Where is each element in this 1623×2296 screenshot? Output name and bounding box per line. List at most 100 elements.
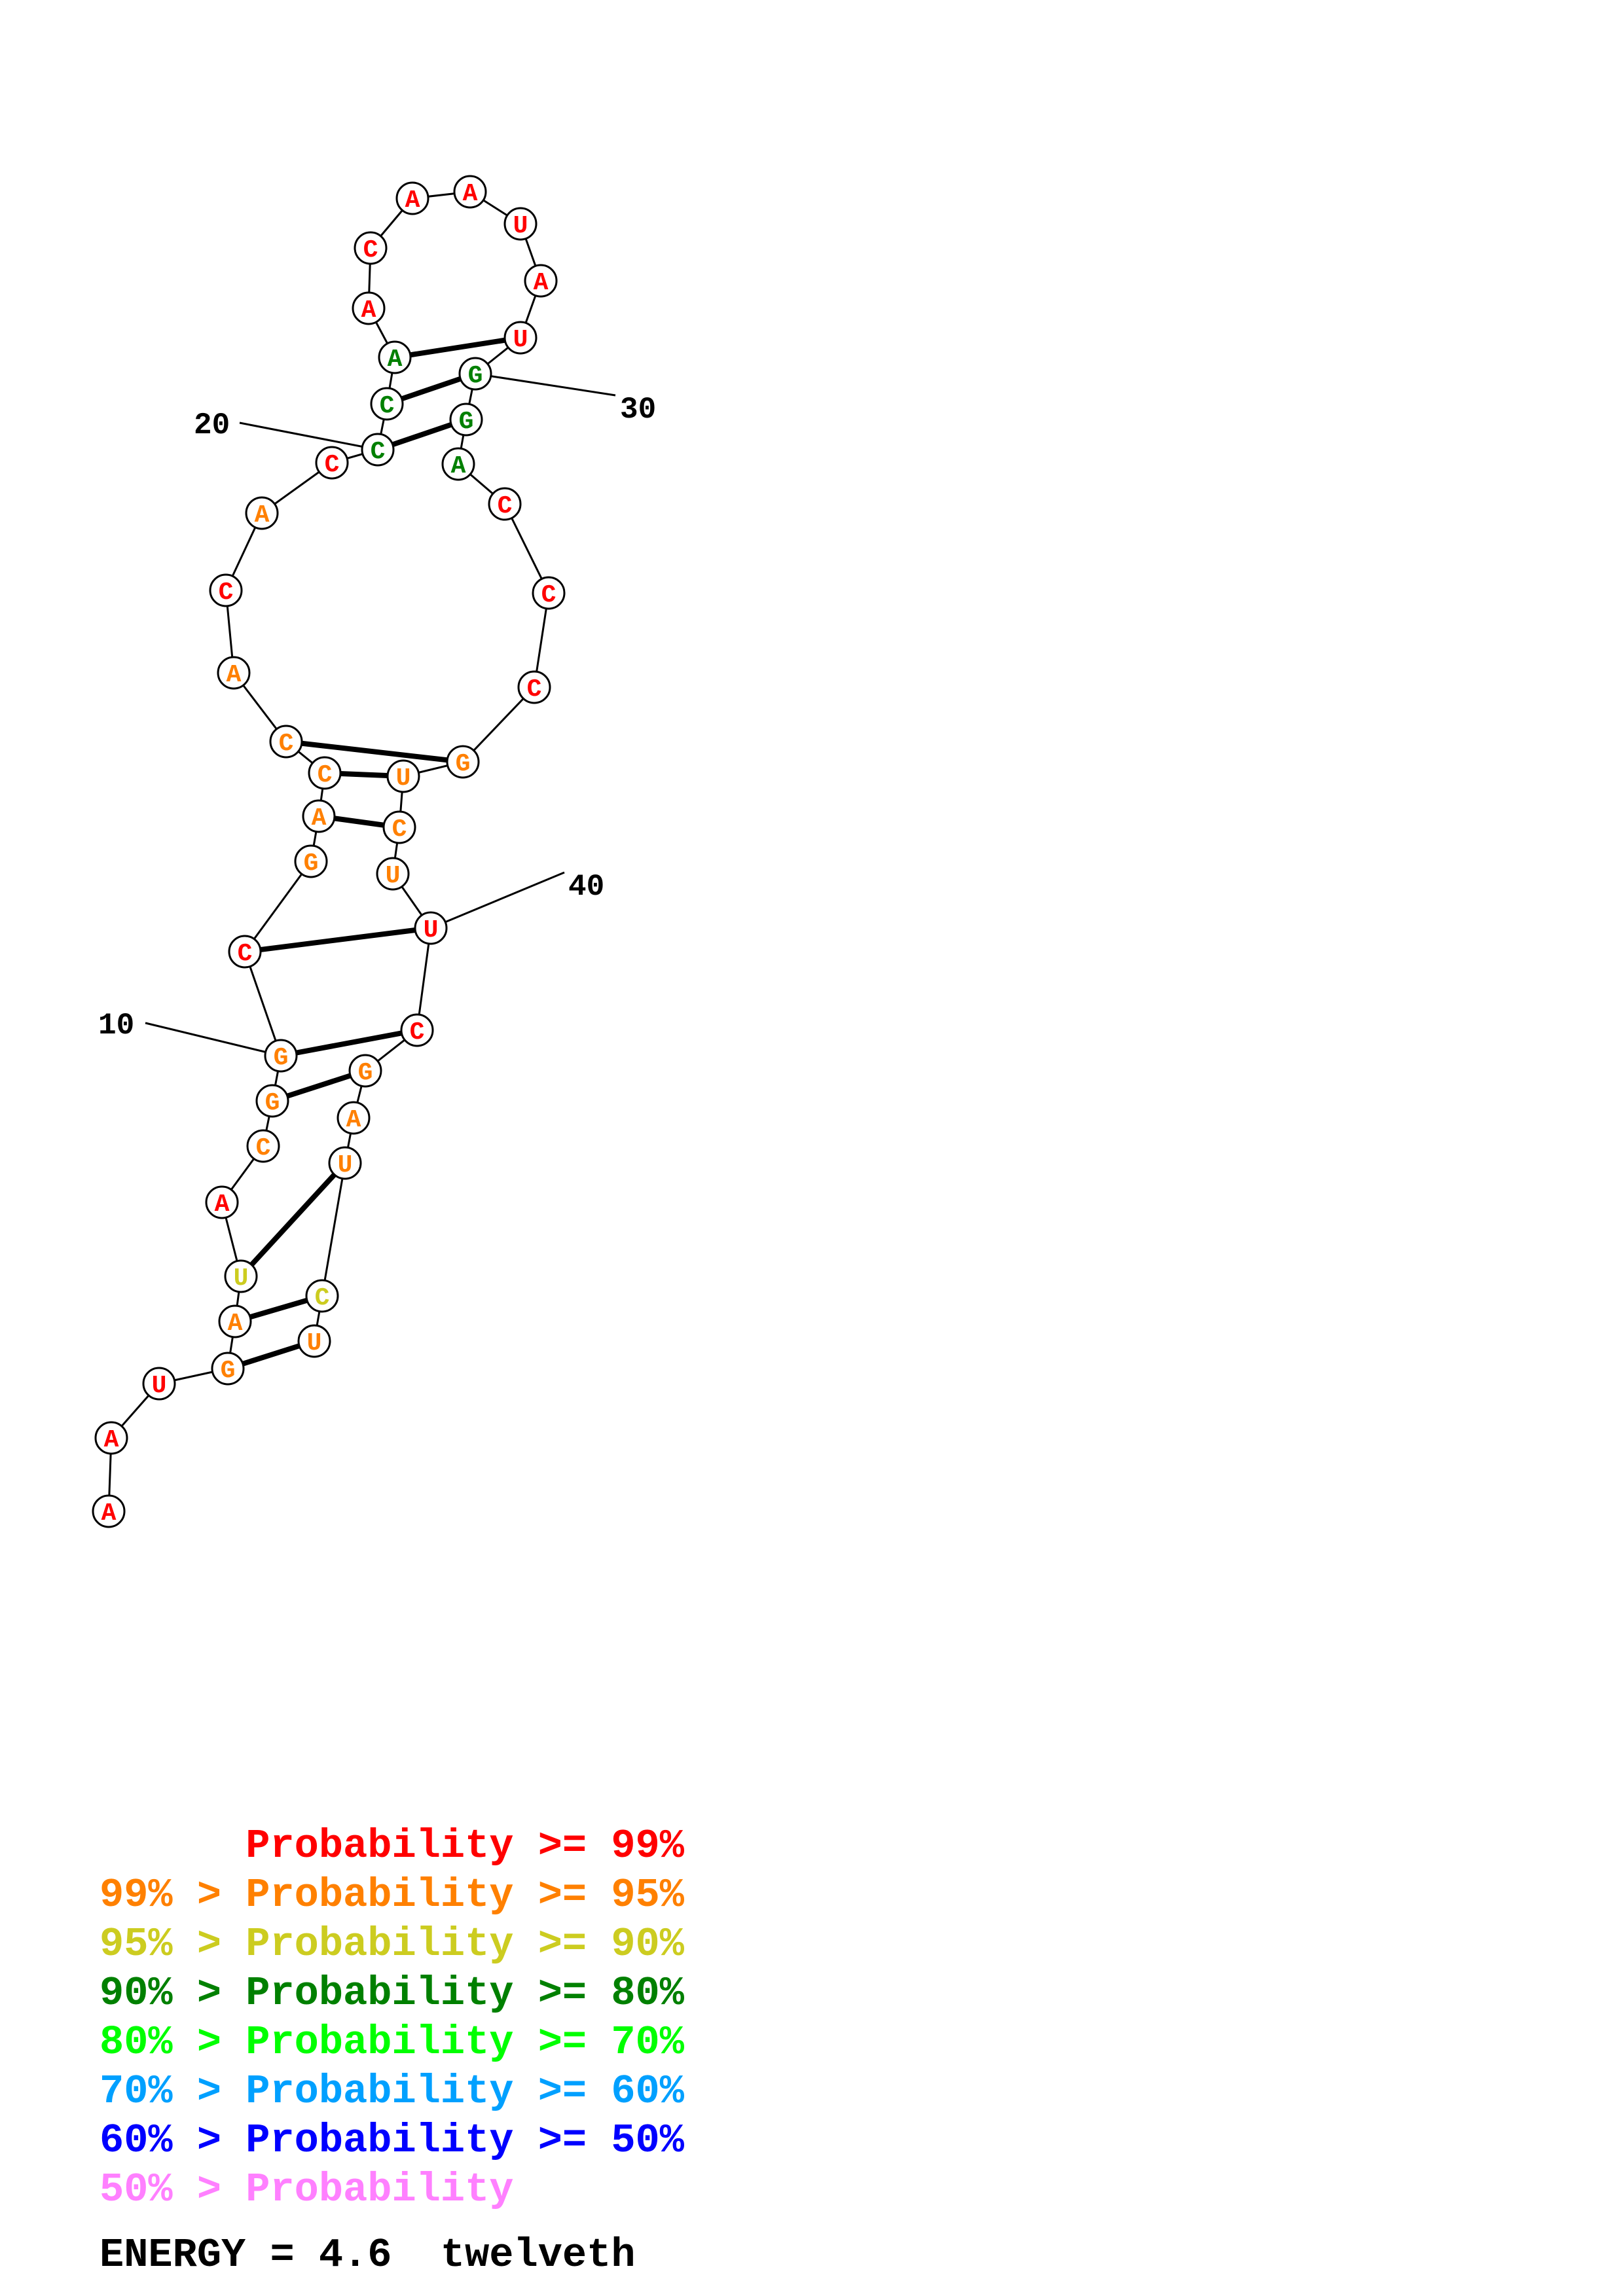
nucleotide-circle	[337, 1101, 371, 1135]
nucleotide-letter: G	[265, 1089, 280, 1117]
nucleotide-32: A	[441, 447, 475, 481]
nucleotide-21: C	[370, 387, 404, 421]
nucleotide-15: C	[269, 725, 303, 759]
position-tick	[430, 871, 565, 929]
nucleotide-letter: U	[338, 1151, 353, 1179]
nucleotide-letter: G	[456, 750, 471, 778]
nucleotide-circle	[264, 1039, 298, 1073]
nucleotide-circle	[503, 321, 538, 355]
nucleotide-letter: U	[513, 326, 528, 354]
nucleotide-46: U	[297, 1324, 331, 1358]
nucleotide-letter: A	[255, 501, 270, 529]
nucleotide-letter: A	[228, 1310, 243, 1338]
position-tick	[145, 1022, 282, 1057]
legend-line-7: 60% > Probability >= 50%	[100, 2117, 684, 2164]
nucleotide-letter: A	[312, 804, 327, 833]
nucleotide-43: A	[337, 1101, 371, 1135]
nucleotide-circle	[245, 496, 279, 530]
nucleotide-letter: U	[307, 1329, 322, 1357]
nucleotide-29: U	[503, 321, 538, 355]
nucleotide-circle	[458, 357, 492, 391]
nucleotide-44: U	[328, 1146, 362, 1180]
nucleotide-circle	[328, 1146, 362, 1180]
position-label: 30	[620, 393, 656, 427]
nucleotide-8: C	[246, 1129, 280, 1163]
nucleotide-34: C	[532, 576, 566, 610]
nucleotide-letter: C	[219, 579, 234, 607]
nucleotide-circle	[376, 857, 410, 891]
nucleotide-letter: A	[104, 1426, 119, 1454]
nucleotide-1: A	[92, 1494, 126, 1528]
nucleotide-letter: C	[498, 492, 513, 520]
position-label: 10	[98, 1009, 134, 1043]
nucleotide-circle	[308, 756, 342, 790]
nucleotide-circle	[297, 1324, 331, 1358]
nucleotide-14: C	[308, 756, 342, 790]
nucleotide-letter: C	[325, 451, 340, 479]
nucleotide-circle	[302, 799, 336, 833]
nucleotide-letter: A	[361, 296, 376, 325]
nucleotide-circle	[361, 433, 395, 467]
nucleotide-circle	[294, 844, 328, 878]
nucleotide-7: A	[205, 1185, 239, 1219]
nucleotide-42: G	[348, 1054, 382, 1088]
nucleotide-circle	[255, 1084, 289, 1118]
nucleotide-letter: C	[541, 581, 556, 609]
nucleotide-letter: A	[215, 1191, 230, 1219]
nucleotide-circle	[446, 745, 480, 779]
nucleotide-letter: U	[234, 1265, 249, 1293]
base-pair-bond	[244, 925, 431, 954]
nucleotide-2: A	[94, 1421, 128, 1455]
nucleotide-letter: C	[392, 816, 407, 844]
nucleotide-40: U	[414, 911, 448, 945]
legend-line-8: 50% > Probability	[100, 2166, 514, 2213]
nucleotide-letter: G	[459, 408, 474, 436]
nucleotide-24: C	[354, 231, 388, 265]
nucleotide-17: C	[209, 573, 243, 607]
backbone-segment	[416, 927, 432, 1031]
position-tick	[239, 422, 378, 451]
nucleotide-12: G	[294, 844, 328, 878]
nucleotide-circle	[382, 810, 416, 844]
legend-line-1: Probability >= 99%	[100, 1823, 684, 1869]
nucleotide-circle	[205, 1185, 239, 1219]
nucleotide-circle	[414, 911, 448, 945]
backbone-segment	[244, 951, 282, 1056]
nucleotide-circle	[488, 487, 522, 521]
nucleotide-letter: C	[380, 392, 395, 420]
nucleotide-23: A	[352, 291, 386, 325]
backbone-segment	[244, 861, 312, 952]
nucleotide-circle	[395, 181, 429, 215]
nucleotide-circle	[246, 1129, 280, 1163]
legend-line-5: 80% > Probability >= 70%	[100, 2019, 684, 2066]
nucleotide-circle	[224, 1259, 258, 1293]
nucleotide-13: A	[302, 799, 336, 833]
nucleotide-letter: C	[315, 1284, 330, 1312]
nucleotide-circle	[453, 175, 487, 209]
nucleotide-31: G	[449, 403, 483, 437]
nucleotide-circle	[378, 340, 412, 374]
nucleotide-circle	[94, 1421, 128, 1455]
base-pair-lines	[227, 335, 521, 1371]
nucleotide-circle	[449, 403, 483, 437]
nucleotide-circle	[370, 387, 404, 421]
nucleotide-circle	[503, 207, 538, 241]
position-label: 40	[568, 870, 604, 904]
base-pair-bond	[239, 1161, 347, 1278]
nucleotide-letter: C	[318, 761, 333, 789]
backbone-segment	[462, 686, 536, 763]
position-label: 20	[194, 408, 230, 442]
nucleotide-letter: A	[463, 180, 478, 208]
nucleotide-letter: G	[221, 1357, 236, 1385]
nucleotide-33: C	[488, 487, 522, 521]
nucleotide-26: A	[453, 175, 487, 209]
nucleotide-letter: G	[358, 1059, 373, 1087]
nucleotide-27: U	[503, 207, 538, 241]
nucleotide-19: C	[315, 446, 349, 480]
nucleotide-circle	[305, 1279, 339, 1313]
nucleotide-circle	[92, 1494, 126, 1528]
legend-line-6: 70% > Probability >= 60%	[100, 2068, 684, 2115]
nucleotide-letter: C	[238, 940, 253, 968]
